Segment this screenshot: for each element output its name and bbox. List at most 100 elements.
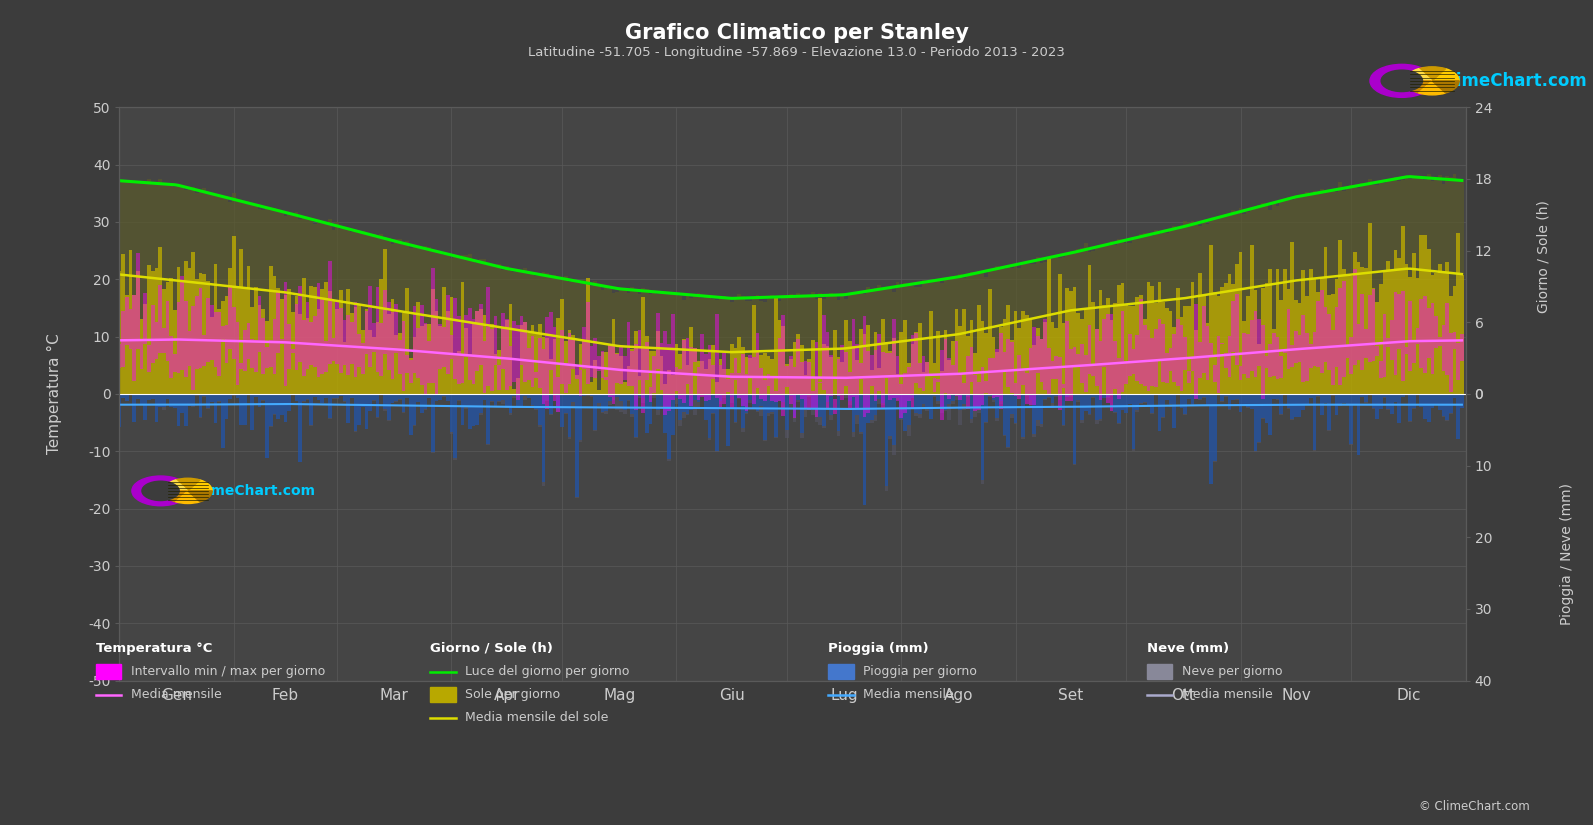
Bar [1276, 206, 1279, 269]
Bar [435, 394, 438, 401]
Bar [1251, 394, 1254, 408]
Bar [1058, 396, 1063, 400]
Bar [1180, 317, 1184, 394]
Bar [1416, 394, 1419, 395]
Bar [1158, 319, 1161, 359]
Bar [1411, 340, 1416, 364]
Bar [1349, 337, 1352, 374]
Bar [1243, 394, 1246, 403]
Bar [796, 394, 800, 400]
Bar [177, 185, 180, 266]
Bar [1309, 194, 1313, 270]
Bar [255, 394, 258, 397]
Bar [811, 291, 814, 340]
Bar [427, 394, 432, 398]
Bar [479, 309, 483, 394]
Bar [1228, 274, 1231, 394]
Bar [1069, 252, 1072, 291]
Bar [948, 361, 951, 394]
Bar [280, 394, 284, 415]
Bar [542, 337, 545, 394]
Bar [158, 247, 162, 394]
Bar [984, 333, 988, 394]
Bar [1301, 394, 1305, 410]
Text: Intervallo min / max per giorno: Intervallo min / max per giorno [131, 665, 325, 678]
Bar [642, 289, 645, 298]
Bar [981, 394, 984, 479]
Bar [685, 394, 690, 414]
Bar [814, 377, 819, 394]
Bar [1290, 394, 1294, 419]
Bar [656, 394, 660, 410]
Bar [895, 375, 900, 394]
Bar [443, 255, 446, 286]
Bar [1357, 188, 1360, 262]
Bar [1184, 337, 1187, 370]
Bar [1007, 339, 1010, 387]
Bar [996, 266, 999, 352]
Text: Latitudine -51.705 - Longitudine -57.869 - Elevazione 13.0 - Periodo 2013 - 2023: Latitudine -51.705 - Longitudine -57.869… [527, 46, 1066, 59]
Bar [1265, 204, 1268, 283]
Bar [1131, 449, 1136, 451]
Bar [550, 359, 553, 394]
Bar [1114, 394, 1117, 412]
Bar [1150, 338, 1153, 386]
Bar [346, 314, 350, 375]
Bar [597, 356, 601, 370]
Bar [1380, 180, 1383, 284]
Bar [671, 294, 674, 375]
Bar [593, 338, 597, 378]
Bar [803, 394, 808, 408]
Bar [1058, 257, 1063, 274]
Bar [350, 323, 354, 364]
Bar [679, 355, 682, 394]
Bar [1349, 394, 1352, 445]
Bar [693, 296, 696, 348]
Bar [1161, 302, 1164, 394]
Bar [486, 445, 491, 446]
Bar [704, 354, 707, 401]
Bar [1341, 191, 1346, 269]
Bar [847, 341, 852, 394]
Bar [1184, 306, 1187, 394]
Bar [690, 327, 693, 394]
Bar [132, 394, 135, 422]
Bar [1021, 437, 1024, 439]
Bar [1066, 394, 1069, 397]
Bar [671, 314, 674, 400]
Bar [1136, 335, 1139, 380]
Bar [1400, 225, 1405, 394]
Bar [457, 257, 460, 351]
Bar [693, 394, 696, 400]
Bar [1445, 177, 1450, 262]
Bar [1246, 394, 1251, 408]
Bar [1394, 292, 1397, 375]
Bar [217, 312, 221, 375]
Bar [656, 332, 660, 394]
Bar [965, 275, 970, 336]
Bar [755, 394, 760, 411]
Bar [298, 314, 303, 394]
Bar [601, 351, 604, 394]
Bar [593, 394, 597, 431]
Bar [1442, 325, 1445, 370]
Bar [1243, 214, 1246, 321]
Bar [873, 288, 878, 332]
Bar [1231, 301, 1235, 352]
Bar [1445, 262, 1450, 394]
Bar [785, 430, 789, 438]
Bar [1063, 384, 1066, 389]
Bar [250, 203, 255, 307]
Bar [852, 346, 855, 394]
Bar [564, 341, 567, 394]
Bar [690, 394, 693, 410]
Bar [1024, 315, 1029, 394]
Bar [1380, 361, 1383, 378]
Bar [701, 395, 704, 396]
Bar [822, 427, 825, 428]
Bar [623, 290, 626, 382]
Bar [272, 208, 276, 276]
Bar [435, 251, 438, 311]
Bar [830, 293, 833, 356]
Bar [1080, 343, 1083, 383]
